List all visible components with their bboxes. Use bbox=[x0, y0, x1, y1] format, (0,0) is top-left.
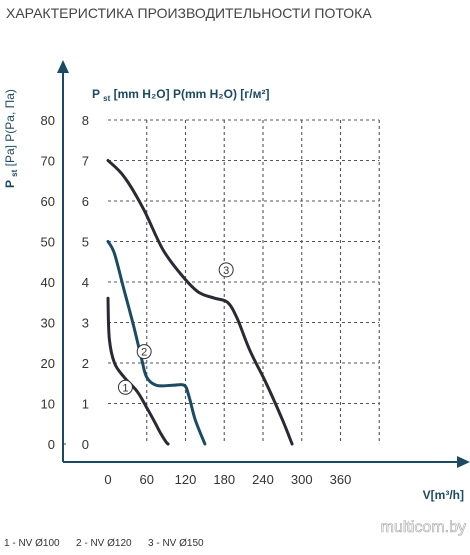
y-tick-label-pa-7: 70 bbox=[41, 154, 55, 169]
series-marker-circle-1 bbox=[117, 379, 133, 395]
series-marker-circle-2 bbox=[136, 344, 152, 360]
y-tick-label-pa-0: 0 bbox=[48, 437, 55, 452]
series-lines bbox=[106, 159, 294, 446]
series-marker-label-2: 2 bbox=[141, 347, 147, 359]
x-axis-arrow-icon bbox=[457, 456, 470, 468]
legend-item-2: 2 - NV Ø120 bbox=[76, 538, 132, 549]
y-axis-label-pa-main: P bbox=[3, 180, 17, 188]
y-axis-label-pa: P st [Pa] P(Pa, Па) bbox=[3, 89, 20, 188]
y-tick-label-pa-2: 20 bbox=[41, 356, 55, 371]
y-tick-label-pa-5: 50 bbox=[41, 235, 55, 250]
y-axis-label-mm-main: P bbox=[92, 87, 100, 101]
y-axis-label-mm-rest: [mm H₂O] P(mm H₂O) [г/м²] bbox=[114, 87, 270, 101]
x-tick-label-4: 240 bbox=[252, 472, 274, 487]
x-tick-label-0: 0 bbox=[104, 472, 111, 487]
y-tick-label-mm-7: 7 bbox=[82, 154, 89, 169]
y-axis-label-mm: P st [mm H₂O] P(mm H₂O) [г/м²] bbox=[92, 87, 269, 104]
y-tick-label-mm-1: 1 bbox=[82, 397, 89, 412]
chart-title: ХАРАКТЕРИСТИКА ПРОИЗВОДИТЕЛЬНОСТИ ПОТОКА bbox=[6, 5, 372, 21]
y-tick-label-mm-8: 8 bbox=[82, 113, 89, 128]
y-tick-label-mm-5: 5 bbox=[82, 235, 89, 250]
x-tick-label-2: 120 bbox=[175, 472, 197, 487]
series-line-1 bbox=[106, 296, 170, 446]
y-tick-label-mm-4: 4 bbox=[82, 275, 89, 290]
watermark: multicom.by bbox=[381, 519, 466, 536]
x-tick-label-3: 180 bbox=[213, 472, 235, 487]
series-line-3 bbox=[106, 159, 294, 446]
y-tick-label-mm-6: 6 bbox=[82, 194, 89, 209]
y-tick-label-pa-1: 10 bbox=[41, 397, 55, 412]
y-axis-label-pa-sub: st bbox=[10, 169, 19, 176]
series-markers: 1 2 3 bbox=[117, 262, 234, 395]
y-tick-label-mm-2: 2 bbox=[82, 356, 89, 371]
y-axis-label-pa-rest: [Pa] P(Pa, Па) bbox=[3, 89, 17, 166]
y-tick-label-pa-4: 40 bbox=[41, 275, 55, 290]
series-line-2 bbox=[106, 240, 207, 446]
x-tick-label-6: 360 bbox=[330, 472, 352, 487]
grid bbox=[108, 119, 380, 444]
series-marker-label-1: 1 bbox=[122, 382, 128, 394]
y-tick-label-mm-3: 3 bbox=[82, 316, 89, 331]
legend-item-1: 1 - NV Ø100 bbox=[4, 538, 60, 549]
y-tick-label-pa-3: 30 bbox=[41, 316, 55, 331]
x-axis-label: V[m³/h] bbox=[423, 488, 464, 502]
x-tick-label-1: 60 bbox=[140, 472, 154, 487]
legend-item-3: 3 - NV Ø150 bbox=[148, 538, 204, 549]
axes bbox=[57, 60, 470, 468]
x-tick-label-5: 300 bbox=[291, 472, 313, 487]
y-axis-arrow-icon bbox=[57, 60, 69, 73]
series-marker-label-3: 3 bbox=[223, 265, 229, 277]
y-tick-label-mm-0: 0 bbox=[82, 437, 89, 452]
y-tick-label-pa-6: 60 bbox=[41, 194, 55, 209]
series-marker-circle-3 bbox=[218, 262, 234, 278]
y-tick-label-pa-8: 80 bbox=[41, 113, 55, 128]
y-axis-label-mm-sub: st bbox=[103, 94, 110, 103]
